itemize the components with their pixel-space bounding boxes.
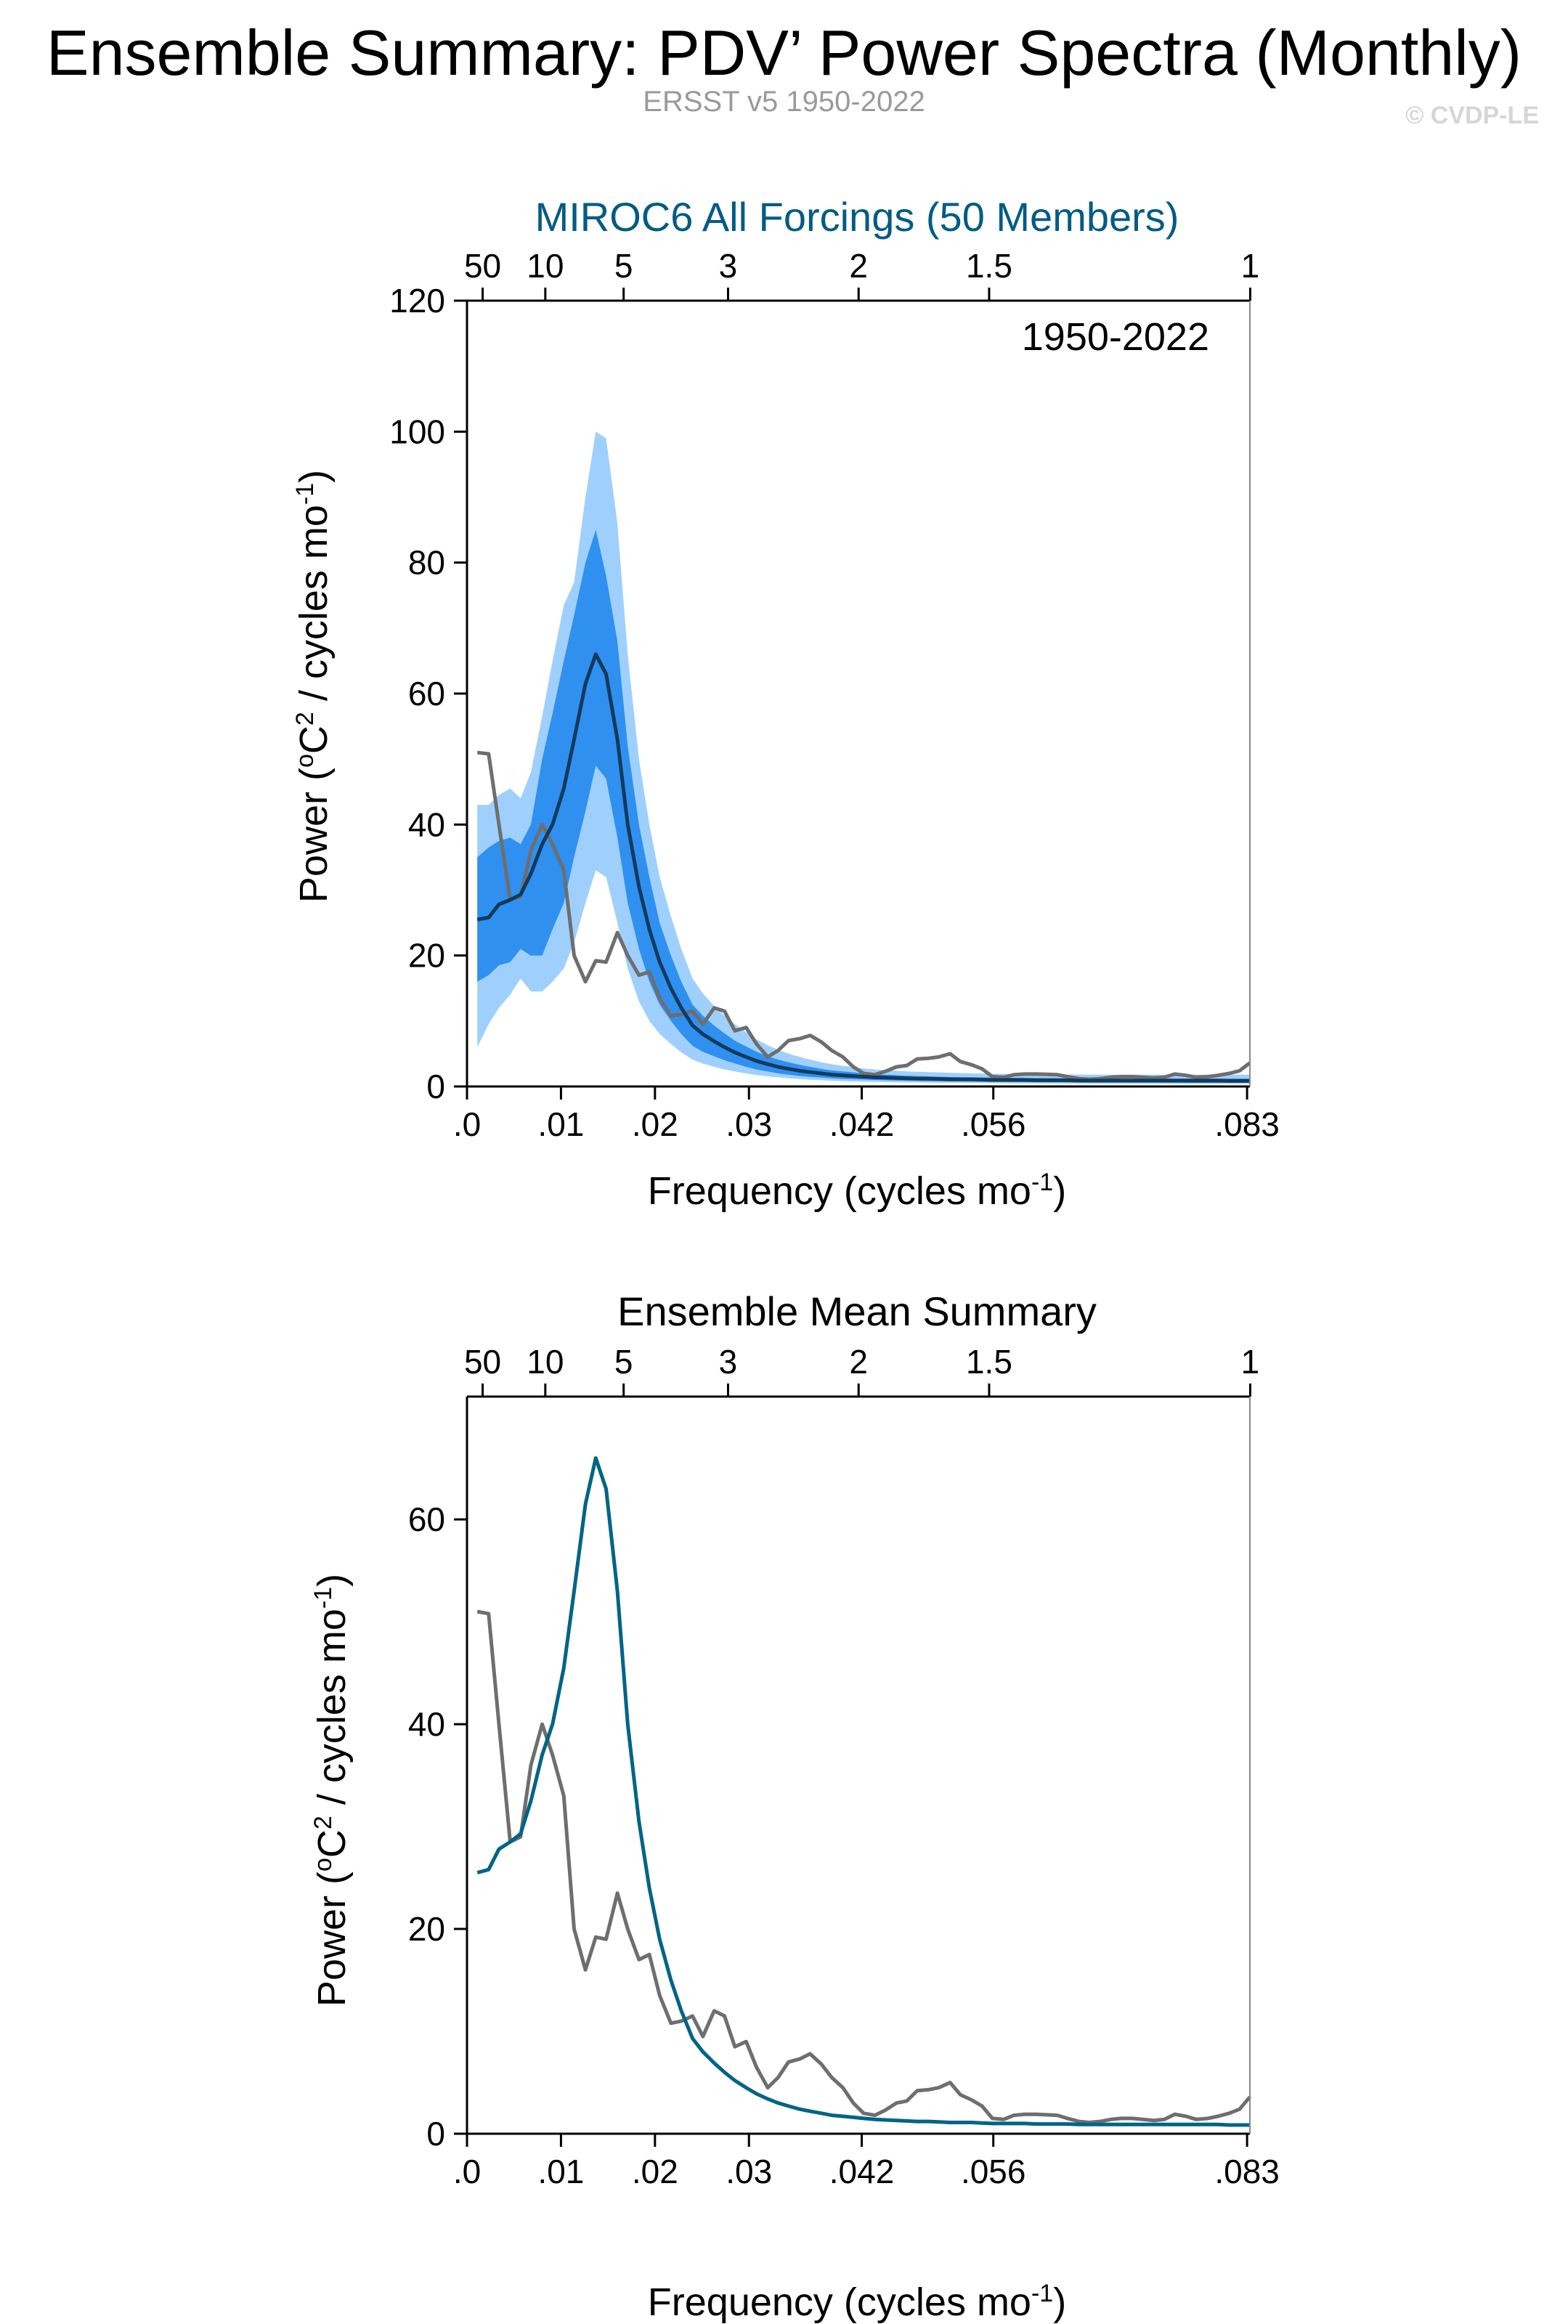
subtitle: ERSST v5 1950-2022 — [643, 86, 925, 118]
x-tick-label: .042 — [829, 2153, 895, 2190]
top-tick-label: 50 — [464, 1343, 501, 1381]
ensemble-mean-line — [476, 652, 1250, 1083]
x-tick-label: .056 — [961, 2153, 1026, 2190]
x-tick-label: .083 — [1214, 2153, 1280, 2190]
y-tick-label: 80 — [408, 544, 445, 582]
x-tick-label: .083 — [1214, 1105, 1280, 1143]
top-tick-label: 5 — [614, 247, 633, 285]
x-tick-label: .0 — [453, 2153, 481, 2190]
top-tick-label: 2 — [849, 247, 868, 285]
top-tick-label: 10 — [527, 247, 564, 285]
x-tick-label: .01 — [537, 1105, 584, 1143]
panel2-title: Ensemble Mean Summary — [617, 1288, 1097, 1334]
x-tick-label: .056 — [961, 1105, 1026, 1143]
outer-spread-band — [477, 431, 1251, 1084]
panel1-x-axis-label: Frequency (cycles mo-1) — [648, 1169, 1066, 1213]
top-tick-label: 3 — [719, 1343, 738, 1381]
top-tick-label: 5 — [614, 1343, 633, 1381]
x-tick-label: .042 — [829, 1105, 895, 1143]
top-tick-label: 10 — [527, 1343, 564, 1381]
x-tick-label: .02 — [632, 2153, 678, 2190]
top-tick-label: 1 — [1241, 247, 1260, 285]
y-tick-label: 40 — [408, 1705, 445, 1743]
inner-spread-band — [477, 529, 1251, 1083]
x-tick-label: .03 — [726, 2153, 772, 2190]
y-tick-label: 60 — [408, 1500, 445, 1538]
y-tick-label: 40 — [408, 805, 445, 843]
x-tick-label: .01 — [537, 2153, 584, 2190]
observed-line — [476, 750, 1251, 1081]
panel1-y-axis-label: Power (oC2 / cycles mo-1) — [291, 470, 336, 903]
top-tick-label: 1.5 — [966, 1343, 1012, 1381]
y-tick-label: 20 — [408, 1910, 445, 1948]
observed-line — [476, 1609, 1251, 2124]
main-title: Ensemble Summary: PDV’ Power Spectra (Mo… — [46, 17, 1522, 89]
top-tick-label: 3 — [719, 247, 738, 285]
top-tick-label: 1 — [1241, 1343, 1260, 1381]
panel1-period-label: 1950-2022 — [1022, 315, 1209, 359]
y-tick-label: 60 — [408, 675, 445, 712]
panel2-y-axis-label: Power (oC2 / cycles mo-1) — [309, 1574, 354, 2007]
x-tick-label: .03 — [726, 1105, 772, 1143]
top-tick-label: 2 — [849, 1343, 868, 1381]
ensemble-mean-line — [476, 1456, 1250, 2127]
y-tick-label: 0 — [426, 2115, 445, 2153]
panel1-plot: 0 20 40 60 80 100 120 .0 .01 .02 .03 .042 .056 .083 50… — [389, 247, 1280, 1143]
y-tick-label: 120 — [389, 282, 445, 320]
top-tick-label: 1.5 — [966, 247, 1012, 285]
y-tick-label: 100 — [389, 413, 445, 450]
y-tick-label: 0 — [426, 1068, 445, 1105]
top-tick-label: 50 — [464, 247, 501, 285]
x-tick-label: .0 — [453, 1105, 481, 1143]
credit-watermark: © CVDP-LE — [1405, 102, 1539, 129]
x-tick-label: .02 — [632, 1105, 678, 1143]
y-tick-label: 20 — [408, 937, 445, 975]
panel2-plot: 0 20 40 60 .0 .01 .02 .03 .042 .056 .083 50 10 5 3 2 1.5… — [408, 1343, 1280, 2190]
panel1-title: MIROC6 All Forcings (50 Members) — [535, 194, 1179, 240]
panel2-x-axis-label-visible: Frequency (cycles mo-1) — [648, 2280, 1066, 2324]
